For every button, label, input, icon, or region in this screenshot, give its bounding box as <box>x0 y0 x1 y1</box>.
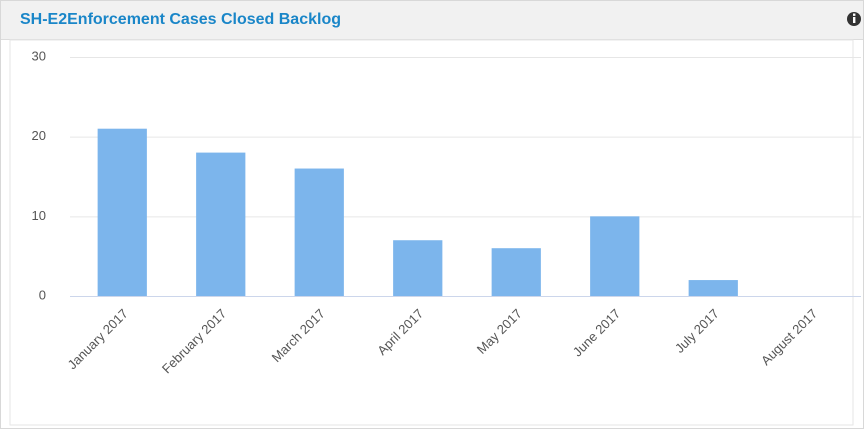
bar <box>688 280 738 296</box>
bar <box>393 240 443 296</box>
bar <box>196 152 246 296</box>
bar <box>294 168 344 296</box>
y-tick-label: 0 <box>39 287 46 302</box>
bar <box>97 128 147 296</box>
info-icon[interactable] <box>847 12 861 26</box>
info-icon-dot <box>853 13 856 16</box>
y-tick-label: 10 <box>32 208 46 223</box>
bar <box>590 216 640 296</box>
widget-header <box>1 1 863 39</box>
bar <box>491 248 541 296</box>
info-icon-stem <box>853 17 856 23</box>
y-tick-label: 20 <box>32 128 46 143</box>
chart-frame <box>9 39 854 426</box>
y-tick-label: 30 <box>32 48 46 63</box>
chart-title: SH-E2Enforcement Cases Closed Backlog <box>20 11 341 28</box>
